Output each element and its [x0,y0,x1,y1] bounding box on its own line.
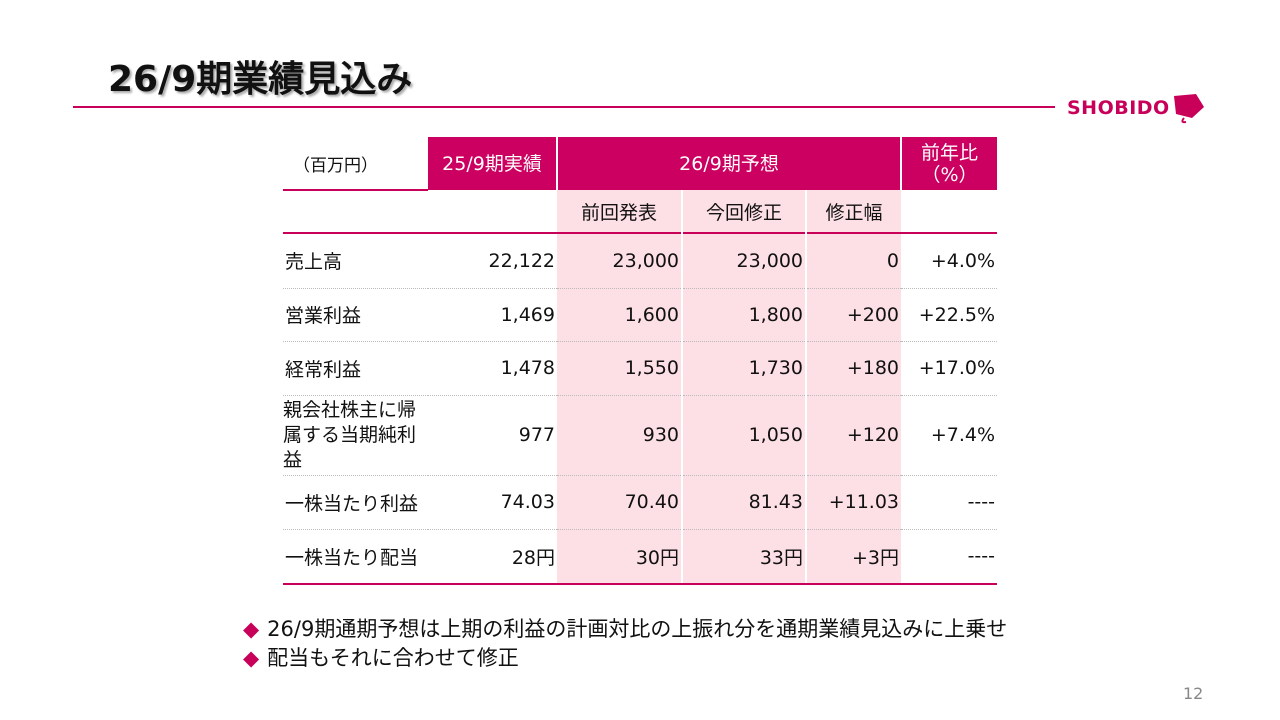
cell: +180 [804,340,902,395]
data-row: 営業利益 1,469 1,600 1,800 +200 +22.5% [283,287,998,341]
cell: 33円 [681,528,806,585]
group-header: 前年比 （%） [900,137,998,190]
blank [901,190,997,233]
cell: 1,478 [428,340,557,395]
logo-mark [1173,94,1204,124]
title: 26/9期業績見込み [108,59,413,100]
cell: 930 [557,394,682,475]
data-row: 一株当たり配当 28円 30円 33円 +3円 ---- [283,528,998,585]
header-row: （百万円） 25/9期実績 26/9期予想 前年比 （%） [283,137,998,191]
sub-header: 修正幅 [804,190,902,233]
row-label: 売上高 [283,232,428,288]
bullet: ◆ [243,646,260,670]
cell: +200 [804,287,902,341]
data-row: 一株当たり利益 74.03 70.40 81.43 +11.03 ---- [283,474,998,529]
cell: 1,800 [681,287,806,341]
cell: 30円 [557,528,682,585]
cell: ---- [901,528,998,585]
cell: 1,050 [681,394,806,475]
group-header-line: （%） [921,163,978,186]
data-row: 経常利益 1,478 1,550 1,730 +180 +17.0% [283,340,998,395]
bullet: ◆ [243,617,260,641]
page-number: 12 [1183,684,1204,703]
cell: 81.43 [681,474,806,529]
cell: 28円 [428,528,557,585]
row-label: 営業利益 [283,287,428,341]
cell: ---- [901,474,998,529]
title-rule [73,106,1055,108]
forecast-table: （百万円） 25/9期実績 26/9期予想 前年比 （%） 前回発表 今回修正 修正幅 売上高 2… [283,137,998,585]
cell: +22.5% [901,287,998,341]
cell: 1,730 [681,340,806,395]
group-header-line: 前年比 [921,141,979,164]
cell: 74.03 [428,474,557,529]
cell: +4.0% [901,232,998,288]
cell: 22,122 [428,232,557,288]
cell: +7.4% [901,394,998,475]
note: ◆ 26/9期通期予想は上期の利益の計画対比の上振れ分を通期業績見込みに上乗せ [243,615,1007,644]
data-row: 親会社株主に帰属する当期純利益 977 930 1,050 +120 +7.4% [283,394,998,475]
cell: 23,000 [557,232,682,288]
sub-header: 今回修正 [681,190,806,233]
cell: +11.03 [804,474,902,529]
notes: ◆ 26/9期通期予想は上期の利益の計画対比の上振れ分を通期業績見込みに上乗せ ◆ 配… [243,615,1007,673]
row-label: 経常利益 [283,340,428,395]
group-header: 26/9期予想 [555,137,902,190]
cell: +3円 [804,528,902,585]
cell: 977 [428,394,557,475]
subheader-row: 前回発表 今回修正 修正幅 [283,190,997,233]
logo: SHOBIDO [1067,92,1206,124]
cell: +120 [804,394,902,475]
unit-label: （百万円） [283,137,428,191]
cell: 23,000 [681,232,806,288]
data-row: 売上高 22,122 23,000 23,000 0 +4.0% [283,232,998,288]
group-header: 25/9期実績 [428,137,557,190]
note-text: 26/9期通期予想は上期の利益の計画対比の上振れ分を通期業績見込みに上乗せ [267,617,1008,641]
cell: 1,550 [557,340,682,395]
blank [283,190,428,233]
logo-text: SHOBIDO [1067,97,1170,119]
note-text: 配当もそれに合わせて修正 [267,646,519,670]
row-label: 一株当たり配当 [283,528,428,585]
sub-header: 前回発表 [557,190,682,233]
cell: +17.0% [901,340,998,395]
note: ◆ 配当もそれに合わせて修正 [243,644,1007,673]
row-label: 親会社株主に帰属する当期純利益 [283,394,428,475]
cell: 1,469 [428,287,557,341]
blank [428,190,557,233]
row-label: 一株当たり利益 [283,474,428,529]
cell: 1,600 [557,287,682,341]
cell: 0 [804,232,902,288]
cell: 70.40 [557,474,682,529]
